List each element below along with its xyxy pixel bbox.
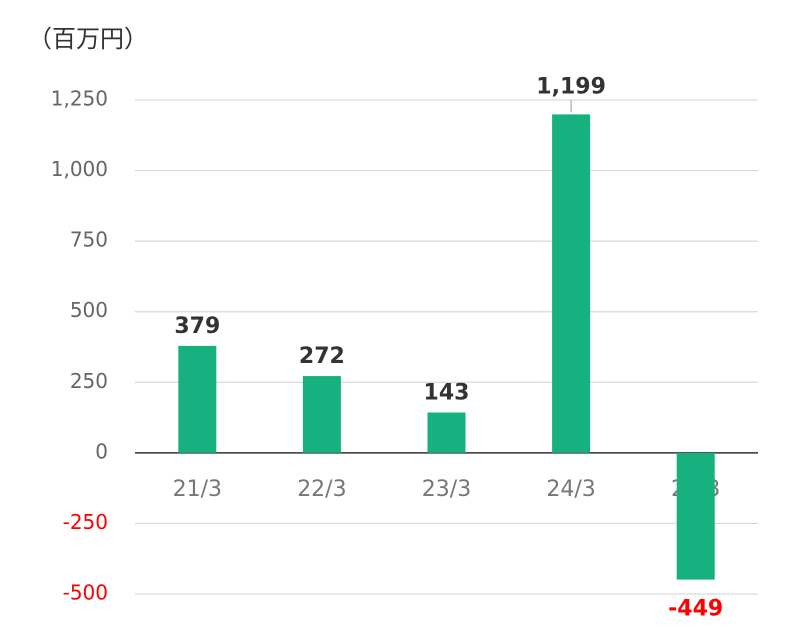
x-tick-label: 23/3 — [422, 477, 471, 502]
y-tick-label: 0 — [95, 439, 108, 463]
y-tick-label: 500 — [70, 298, 108, 322]
y-tick-label: 1,250 — [51, 87, 108, 111]
bar — [552, 114, 591, 453]
value-label: 272 — [299, 344, 345, 369]
y-axis-label: （百万円） — [28, 25, 148, 53]
y-tick-label: 750 — [70, 228, 108, 252]
y-tick-label: 250 — [70, 369, 108, 393]
value-label: 1,199 — [536, 74, 606, 99]
value-label: -449 — [668, 597, 723, 622]
x-tick-label: 24/3 — [546, 477, 595, 502]
y-tick-label: 1,000 — [51, 157, 108, 181]
x-tick-label: 21/3 — [173, 477, 222, 502]
value-label: 143 — [424, 380, 470, 405]
value-label: 379 — [174, 314, 220, 339]
bar — [178, 345, 217, 453]
bar — [302, 376, 341, 453]
y-tick-label: -500 — [63, 581, 108, 605]
x-tick-label: 22/3 — [297, 477, 346, 502]
bar — [676, 452, 715, 580]
y-tick-label: -250 — [63, 510, 108, 534]
bar — [427, 412, 466, 453]
